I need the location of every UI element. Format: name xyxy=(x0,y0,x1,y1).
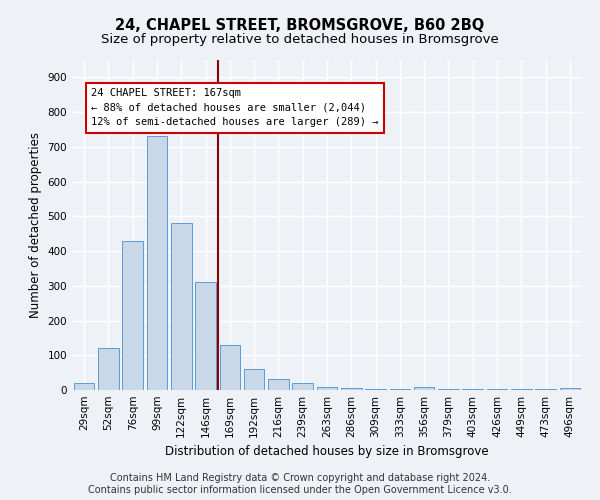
X-axis label: Distribution of detached houses by size in Bromsgrove: Distribution of detached houses by size … xyxy=(165,446,489,458)
Text: 24 CHAPEL STREET: 167sqm
← 88% of detached houses are smaller (2,044)
12% of sem: 24 CHAPEL STREET: 167sqm ← 88% of detach… xyxy=(91,88,379,128)
Text: Contains HM Land Registry data © Crown copyright and database right 2024.
Contai: Contains HM Land Registry data © Crown c… xyxy=(88,474,512,495)
Bar xyxy=(98,348,119,390)
Bar xyxy=(292,383,313,390)
Bar xyxy=(414,386,434,390)
Bar xyxy=(317,386,337,390)
Bar xyxy=(341,388,362,390)
Y-axis label: Number of detached properties: Number of detached properties xyxy=(29,132,42,318)
Text: Size of property relative to detached houses in Bromsgrove: Size of property relative to detached ho… xyxy=(101,32,499,46)
Bar xyxy=(146,136,167,390)
Bar xyxy=(244,369,265,390)
Bar xyxy=(171,224,191,390)
Bar xyxy=(560,388,580,390)
Bar xyxy=(220,345,240,390)
Bar xyxy=(122,240,143,390)
Bar xyxy=(268,378,289,390)
Text: 24, CHAPEL STREET, BROMSGROVE, B60 2BQ: 24, CHAPEL STREET, BROMSGROVE, B60 2BQ xyxy=(115,18,485,32)
Bar xyxy=(74,383,94,390)
Bar xyxy=(195,282,216,390)
